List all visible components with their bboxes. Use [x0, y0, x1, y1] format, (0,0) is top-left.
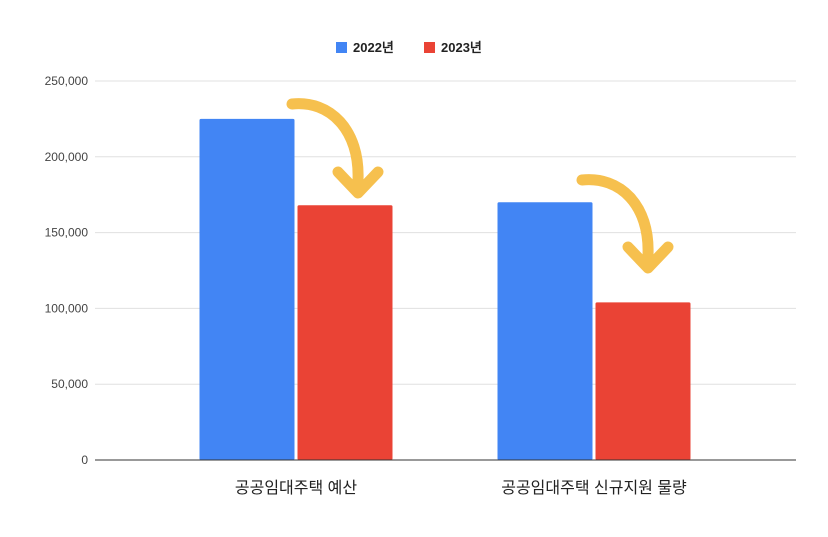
y-tick-label: 150,000: [45, 226, 89, 240]
y-tick-label: 0: [81, 453, 88, 467]
y-tick-label: 50,000: [51, 377, 88, 391]
legend-swatch-2022: [336, 42, 347, 53]
bar-2023년-1: [595, 302, 691, 460]
bar-2022년-0: [199, 118, 295, 461]
legend-label-2022: 2022년: [353, 40, 394, 55]
legend: 2022년 2023년: [336, 40, 482, 55]
bar-2023년-0: [297, 205, 393, 460]
category-label: 공공임대주택 신규지원 물량: [501, 479, 687, 497]
legend-swatch-2023: [424, 42, 435, 53]
curved-arrow-icon: [576, 174, 674, 274]
category-label: 공공임대주택 예산: [235, 479, 357, 497]
category-labels: 공공임대주택 예산 공공임대주택 신규지원 물량: [235, 479, 687, 497]
y-tick-label: 250,000: [45, 74, 89, 88]
curved-arrow-icon: [286, 98, 384, 199]
bars: [199, 118, 691, 461]
bar-2022년-1: [497, 202, 593, 460]
legend-label-2023: 2023년: [441, 40, 482, 55]
y-tick-label: 200,000: [45, 150, 89, 164]
y-axis-ticks: 0 50,000 100,000 150,000 200,000 250,000: [45, 74, 89, 467]
y-tick-label: 100,000: [45, 301, 89, 315]
